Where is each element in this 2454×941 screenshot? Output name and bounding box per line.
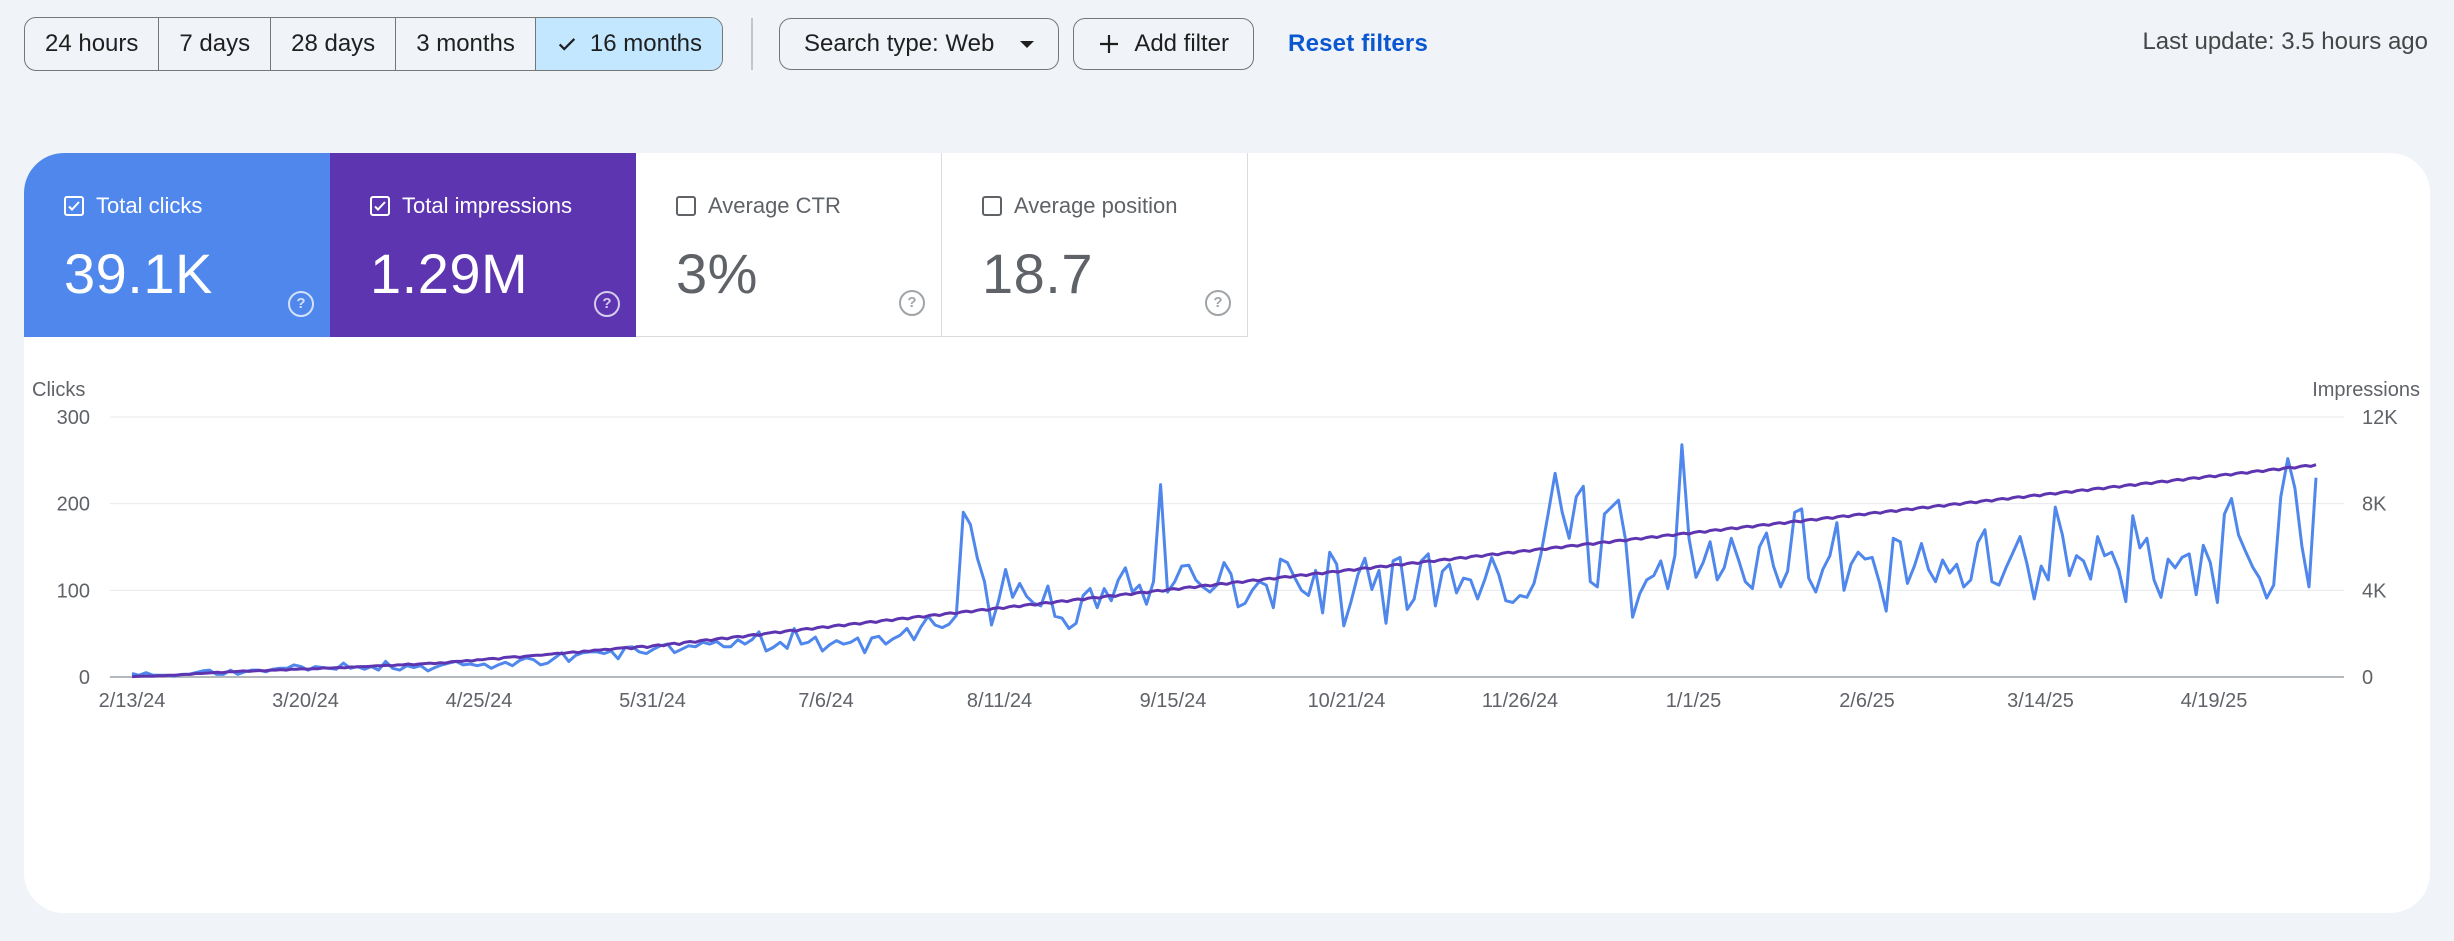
range-label: 7 days bbox=[179, 30, 251, 57]
impressions-line bbox=[131, 463, 2317, 679]
metric-label: Total impressions bbox=[402, 193, 572, 218]
checkbox-unchecked-icon[interactable] bbox=[982, 196, 1002, 216]
x-tick-label: 7/6/24 bbox=[798, 690, 854, 712]
x-tick-label: 1/1/25 bbox=[1666, 690, 1722, 712]
clicks-line bbox=[131, 443, 2318, 678]
x-tick-label: 10/21/24 bbox=[1308, 690, 1386, 712]
metric-value: 1.29M bbox=[370, 242, 529, 305]
metric-value: 39.1K bbox=[64, 242, 213, 305]
x-tick-label: 4/25/24 bbox=[446, 690, 513, 712]
performance-chart: 0 100 200 300 0 4K 8K 12K Clicks Impressions 2/13/… bbox=[32, 379, 2420, 712]
filter-toolbar: 24 hours 7 days 28 days 3 months 16 mont… bbox=[24, 17, 1428, 71]
y-left-axis-title: Clicks bbox=[32, 379, 85, 401]
check-icon bbox=[558, 38, 576, 51]
x-tick-label: 3/20/24 bbox=[272, 690, 339, 712]
checkbox-unchecked-icon[interactable] bbox=[676, 196, 696, 216]
x-tick-label: 4/19/25 bbox=[2181, 690, 2248, 712]
performance-card: 0 100 200 300 0 4K 8K 12K Clicks Impressions 2/13/… bbox=[24, 153, 2430, 913]
help-circle-icon[interactable]: ? bbox=[288, 291, 314, 317]
y-right-tick-label: 12K bbox=[2362, 407, 2398, 429]
range-7-days[interactable]: 7 days bbox=[159, 18, 272, 70]
range-16-months[interactable]: 16 months bbox=[535, 18, 722, 70]
range-label: 3 months bbox=[416, 30, 515, 57]
y-right-tick-label: 0 bbox=[2362, 667, 2373, 689]
add-filter-label: Add filter bbox=[1134, 30, 1230, 57]
x-tick-label: 3/14/25 bbox=[2007, 690, 2074, 712]
x-tick-label: 5/31/24 bbox=[619, 690, 686, 712]
metric-total-impressions[interactable]: Total impressions 1.29M ? bbox=[330, 153, 636, 337]
y-left-tick-label: 0 bbox=[79, 667, 90, 689]
x-tick-label: 11/26/24 bbox=[1482, 690, 1558, 712]
date-range-selector: 24 hours 7 days 28 days 3 months 16 mont… bbox=[24, 17, 723, 71]
x-tick-label: 2/13/24 bbox=[99, 690, 166, 712]
help-circle-icon[interactable]: ? bbox=[594, 291, 620, 317]
help-circle-icon[interactable]: ? bbox=[1205, 290, 1231, 316]
y-right-tick-label: 4K bbox=[2362, 580, 2387, 602]
metric-value: 18.7 bbox=[982, 242, 1093, 305]
y-right-axis-title: Impressions bbox=[2312, 379, 2420, 401]
metric-total-clicks[interactable]: Total clicks 39.1K ? bbox=[24, 153, 330, 337]
checkbox-checked-icon[interactable] bbox=[370, 196, 390, 216]
range-label: 28 days bbox=[291, 30, 376, 57]
metric-label: Total clicks bbox=[96, 193, 203, 218]
last-update-text: Last update: 3.5 hours ago bbox=[2142, 28, 2428, 55]
caret-down-icon bbox=[1020, 40, 1035, 48]
y-left-tick-label: 300 bbox=[57, 407, 90, 429]
y-left-tick-label: 200 bbox=[57, 494, 90, 516]
metric-label: Average position bbox=[1014, 193, 1178, 218]
metric-value: 3% bbox=[676, 242, 758, 305]
range-label: 24 hours bbox=[45, 30, 139, 57]
metric-label: Average CTR bbox=[708, 193, 841, 218]
range-label: 16 months bbox=[589, 30, 702, 57]
plus-icon bbox=[1100, 35, 1119, 53]
x-tick-label: 9/15/24 bbox=[1140, 690, 1207, 712]
metric-tabs: Total clicks 39.1K ? Total impressions 1… bbox=[24, 153, 1248, 337]
search-type-label: Search type: Web bbox=[803, 30, 995, 57]
add-filter-button[interactable]: Add filter bbox=[1073, 18, 1255, 70]
y-right-tick-label: 8K bbox=[2362, 494, 2387, 516]
range-24-hours[interactable]: 24 hours bbox=[25, 18, 160, 70]
reset-filters-link[interactable]: Reset filters bbox=[1288, 30, 1429, 57]
x-tick-label: 8/11/24 bbox=[967, 690, 1032, 712]
checkbox-checked-icon[interactable] bbox=[64, 196, 84, 216]
range-28-days[interactable]: 28 days bbox=[271, 18, 397, 70]
x-tick-label: 2/6/25 bbox=[1839, 690, 1895, 712]
metric-average-ctr[interactable]: Average CTR 3% ? bbox=[636, 153, 942, 337]
range-3-months[interactable]: 3 months bbox=[396, 18, 536, 70]
metric-average-position[interactable]: Average position 18.7 ? bbox=[942, 153, 1248, 337]
toolbar-divider bbox=[750, 18, 753, 70]
help-circle-icon[interactable]: ? bbox=[899, 290, 925, 316]
y-left-tick-label: 100 bbox=[57, 580, 90, 602]
search-type-dropdown[interactable]: Search type: Web bbox=[778, 18, 1060, 70]
